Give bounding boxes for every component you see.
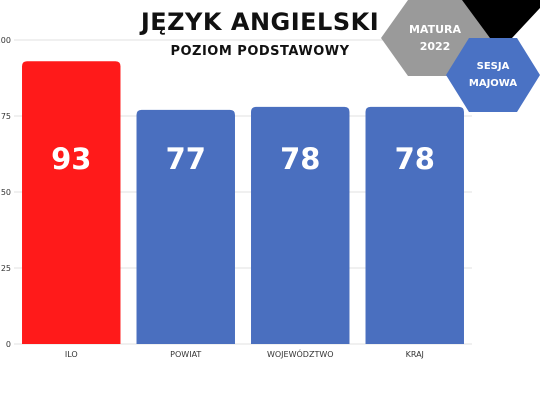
y-tick-label: 0 — [6, 340, 11, 349]
x-tick-labels: ILO POWIAT WOJEWÓDZTWO KRAJ — [65, 348, 424, 359]
y-tick-label: 50 — [1, 188, 11, 197]
bars — [22, 61, 464, 344]
matura-badge-line2: 2022 — [419, 40, 451, 53]
matura-badge-line1: MATURA — [408, 23, 462, 36]
bar-powiat — [136, 109, 235, 344]
badges — [381, 0, 540, 112]
data-labels: 93 77 78 78 — [51, 142, 435, 176]
x-tick-label: KRAJ — [406, 350, 424, 359]
y-tick-label: 100 — [0, 36, 11, 45]
bar-ilo — [22, 61, 121, 344]
x-tick-label: WOJEWÓDZTWO — [267, 348, 334, 359]
sesja-badge-hexagon — [446, 38, 540, 112]
y-tick-labels: 0 25 50 75 100 — [0, 36, 11, 349]
sesja-badge-text: SESJA MAJOWA — [455, 58, 531, 92]
x-tick-label: POWIAT — [170, 350, 201, 359]
bar-kraj — [365, 106, 464, 344]
sesja-badge-line2: MAJOWA — [468, 78, 518, 89]
chart-subtitle: POZIOM PODSTAWOWY — [170, 44, 350, 59]
x-tick-label: ILO — [65, 350, 78, 359]
matura-badge-text: MATURA 2022 — [395, 21, 475, 55]
bar-województwo — [251, 106, 350, 344]
data-label: 78 — [395, 142, 435, 176]
data-label: 78 — [280, 142, 320, 176]
y-tick-label: 75 — [1, 112, 11, 121]
sesja-badge-line1: SESJA — [476, 61, 510, 72]
data-label: 93 — [51, 142, 91, 176]
chart-title: JĘZYK ANGIELSKI — [140, 8, 380, 36]
data-label: 77 — [166, 142, 206, 176]
y-tick-label: 25 — [1, 264, 11, 273]
